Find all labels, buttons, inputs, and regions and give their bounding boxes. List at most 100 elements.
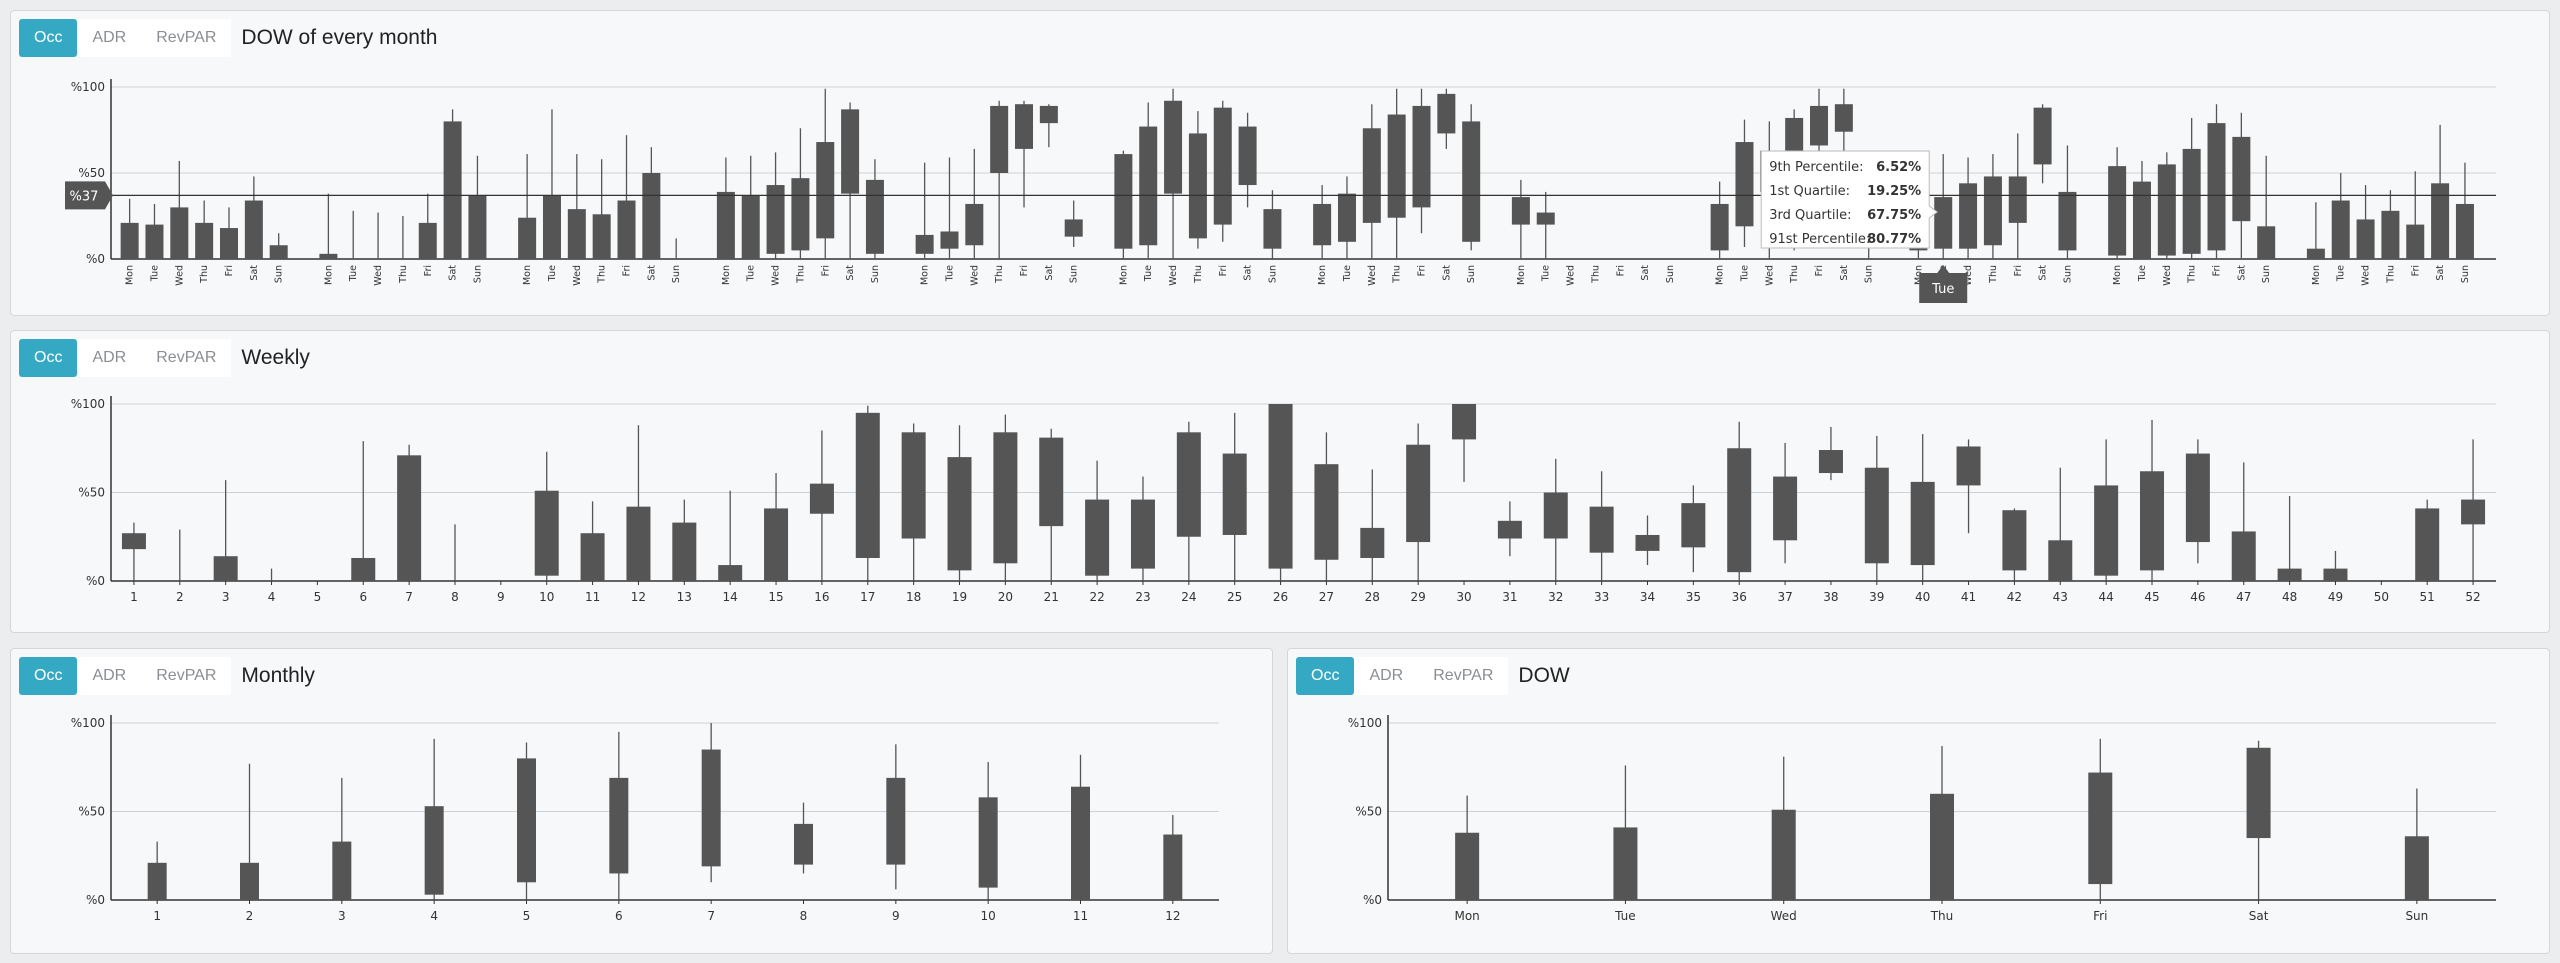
box-mark[interactable] <box>855 405 880 581</box>
box-mark[interactable] <box>2207 104 2226 259</box>
box-mark[interactable] <box>269 233 288 259</box>
box-mark[interactable] <box>2058 145 2077 259</box>
dow-chart[interactable]: %0 %50 %100 Mon Tue Wed Thu Fri Sat Sun <box>1288 649 2550 954</box>
box-mark[interactable] <box>2002 508 2027 581</box>
box-mark[interactable] <box>1164 88 1183 259</box>
box-mark[interactable] <box>1773 442 1798 564</box>
box-mark[interactable] <box>947 425 972 581</box>
box-mark[interactable] <box>2008 133 2027 259</box>
box-mark[interactable] <box>1983 154 2002 259</box>
box-mark[interactable] <box>865 159 884 259</box>
tab-revpar[interactable]: RevPAR <box>141 19 232 57</box>
box-mark[interactable] <box>1710 181 1729 259</box>
box-mark[interactable] <box>2140 419 2165 581</box>
box-mark[interactable] <box>147 841 167 900</box>
tab-revpar[interactable]: RevPAR <box>141 339 232 377</box>
box-mark[interactable] <box>716 157 735 259</box>
box-mark[interactable] <box>1406 423 1431 581</box>
box-mark[interactable] <box>1910 434 1935 581</box>
box-mark[interactable] <box>1313 185 1332 259</box>
tab-occ[interactable]: Occ <box>19 339 78 377</box>
box-mark[interactable] <box>1635 515 1660 566</box>
box-mark[interactable] <box>1589 471 1614 581</box>
box-mark[interactable] <box>1039 104 1058 148</box>
box-mark[interactable] <box>764 473 789 581</box>
box-mark[interactable] <box>791 128 810 259</box>
box-mark[interactable] <box>2404 788 2429 900</box>
box-mark[interactable] <box>1864 435 1889 581</box>
box-mark[interactable] <box>2431 124 2450 259</box>
box-mark[interactable] <box>1222 412 1247 581</box>
box-mark[interactable] <box>351 441 376 581</box>
box-mark[interactable] <box>240 763 259 900</box>
box-mark[interactable] <box>617 135 636 259</box>
box-mark[interactable] <box>2406 171 2425 259</box>
box-mark[interactable] <box>1238 112 1257 208</box>
box-mark[interactable] <box>766 152 785 259</box>
box-mark[interactable] <box>901 423 926 581</box>
box-mark[interactable] <box>2182 117 2201 259</box>
box-mark[interactable] <box>592 159 611 259</box>
box-mark[interactable] <box>170 160 189 259</box>
box-mark[interactable] <box>1130 476 1155 581</box>
box-mark[interactable] <box>2331 173 2350 259</box>
box-mark[interactable] <box>1064 200 1083 247</box>
box-mark[interactable] <box>1360 469 1385 581</box>
box-mark[interactable] <box>1735 119 1754 247</box>
box-mark[interactable] <box>2094 439 2119 581</box>
box-mark[interactable] <box>816 88 835 259</box>
box-mark[interactable] <box>1930 746 1954 900</box>
box-mark[interactable] <box>741 155 760 259</box>
box-mark[interactable] <box>195 200 214 259</box>
box-mark[interactable] <box>468 155 487 259</box>
box-mark[interactable] <box>120 198 139 259</box>
box-mark[interactable] <box>886 744 906 890</box>
box-mark[interactable] <box>1536 191 1555 259</box>
box-mark[interactable] <box>580 501 605 581</box>
box-mark[interactable] <box>319 193 338 259</box>
box-mark[interactable] <box>1337 176 1356 259</box>
box-mark[interactable] <box>2257 155 2276 259</box>
box-mark[interactable] <box>1039 428 1064 581</box>
box-mark[interactable] <box>2277 496 2302 581</box>
box-mark[interactable] <box>642 147 661 259</box>
box-mark[interactable] <box>1071 754 1090 900</box>
box-mark[interactable] <box>1263 190 1282 259</box>
box-mark[interactable] <box>145 203 164 259</box>
box-mark[interactable] <box>1085 460 1110 581</box>
box-mark[interactable] <box>121 522 146 581</box>
tab-adr[interactable]: ADR <box>1354 657 1419 695</box>
box-mark[interactable] <box>2232 112 2251 259</box>
box-mark[interactable] <box>1613 765 1638 900</box>
box-mark[interactable] <box>2356 185 2375 259</box>
box-mark[interactable] <box>1188 111 1207 249</box>
box-mark[interactable] <box>993 414 1018 581</box>
box-mark[interactable] <box>2455 162 2474 259</box>
tab-adr[interactable]: ADR <box>77 657 142 695</box>
tab-occ[interactable]: Occ <box>19 657 78 695</box>
box-mark[interactable] <box>332 777 352 900</box>
tab-adr[interactable]: ADR <box>77 19 142 57</box>
box-mark[interactable] <box>794 802 813 874</box>
box-mark[interactable] <box>1015 100 1034 208</box>
box-mark[interactable] <box>2157 152 2176 259</box>
box-mark[interactable] <box>1497 501 1522 557</box>
box-mark[interactable] <box>701 723 721 883</box>
box-mark[interactable] <box>915 162 934 259</box>
box-mark[interactable] <box>397 444 422 581</box>
box-mark[interactable] <box>1511 179 1530 259</box>
box-mark[interactable] <box>1771 756 1796 900</box>
box-mark[interactable] <box>1437 88 1456 149</box>
tab-occ[interactable]: Occ <box>19 19 78 57</box>
box-mark[interactable] <box>672 499 697 581</box>
box-mark[interactable] <box>244 176 263 259</box>
box-mark[interactable] <box>2108 147 2127 259</box>
box-mark[interactable] <box>978 761 998 900</box>
box-mark[interactable] <box>841 102 860 259</box>
box-mark[interactable] <box>2033 104 2052 184</box>
box-mark[interactable] <box>940 157 959 259</box>
box-mark[interactable] <box>2185 439 2210 564</box>
box-mark[interactable] <box>220 207 239 259</box>
box-mark[interactable] <box>1959 157 1978 259</box>
